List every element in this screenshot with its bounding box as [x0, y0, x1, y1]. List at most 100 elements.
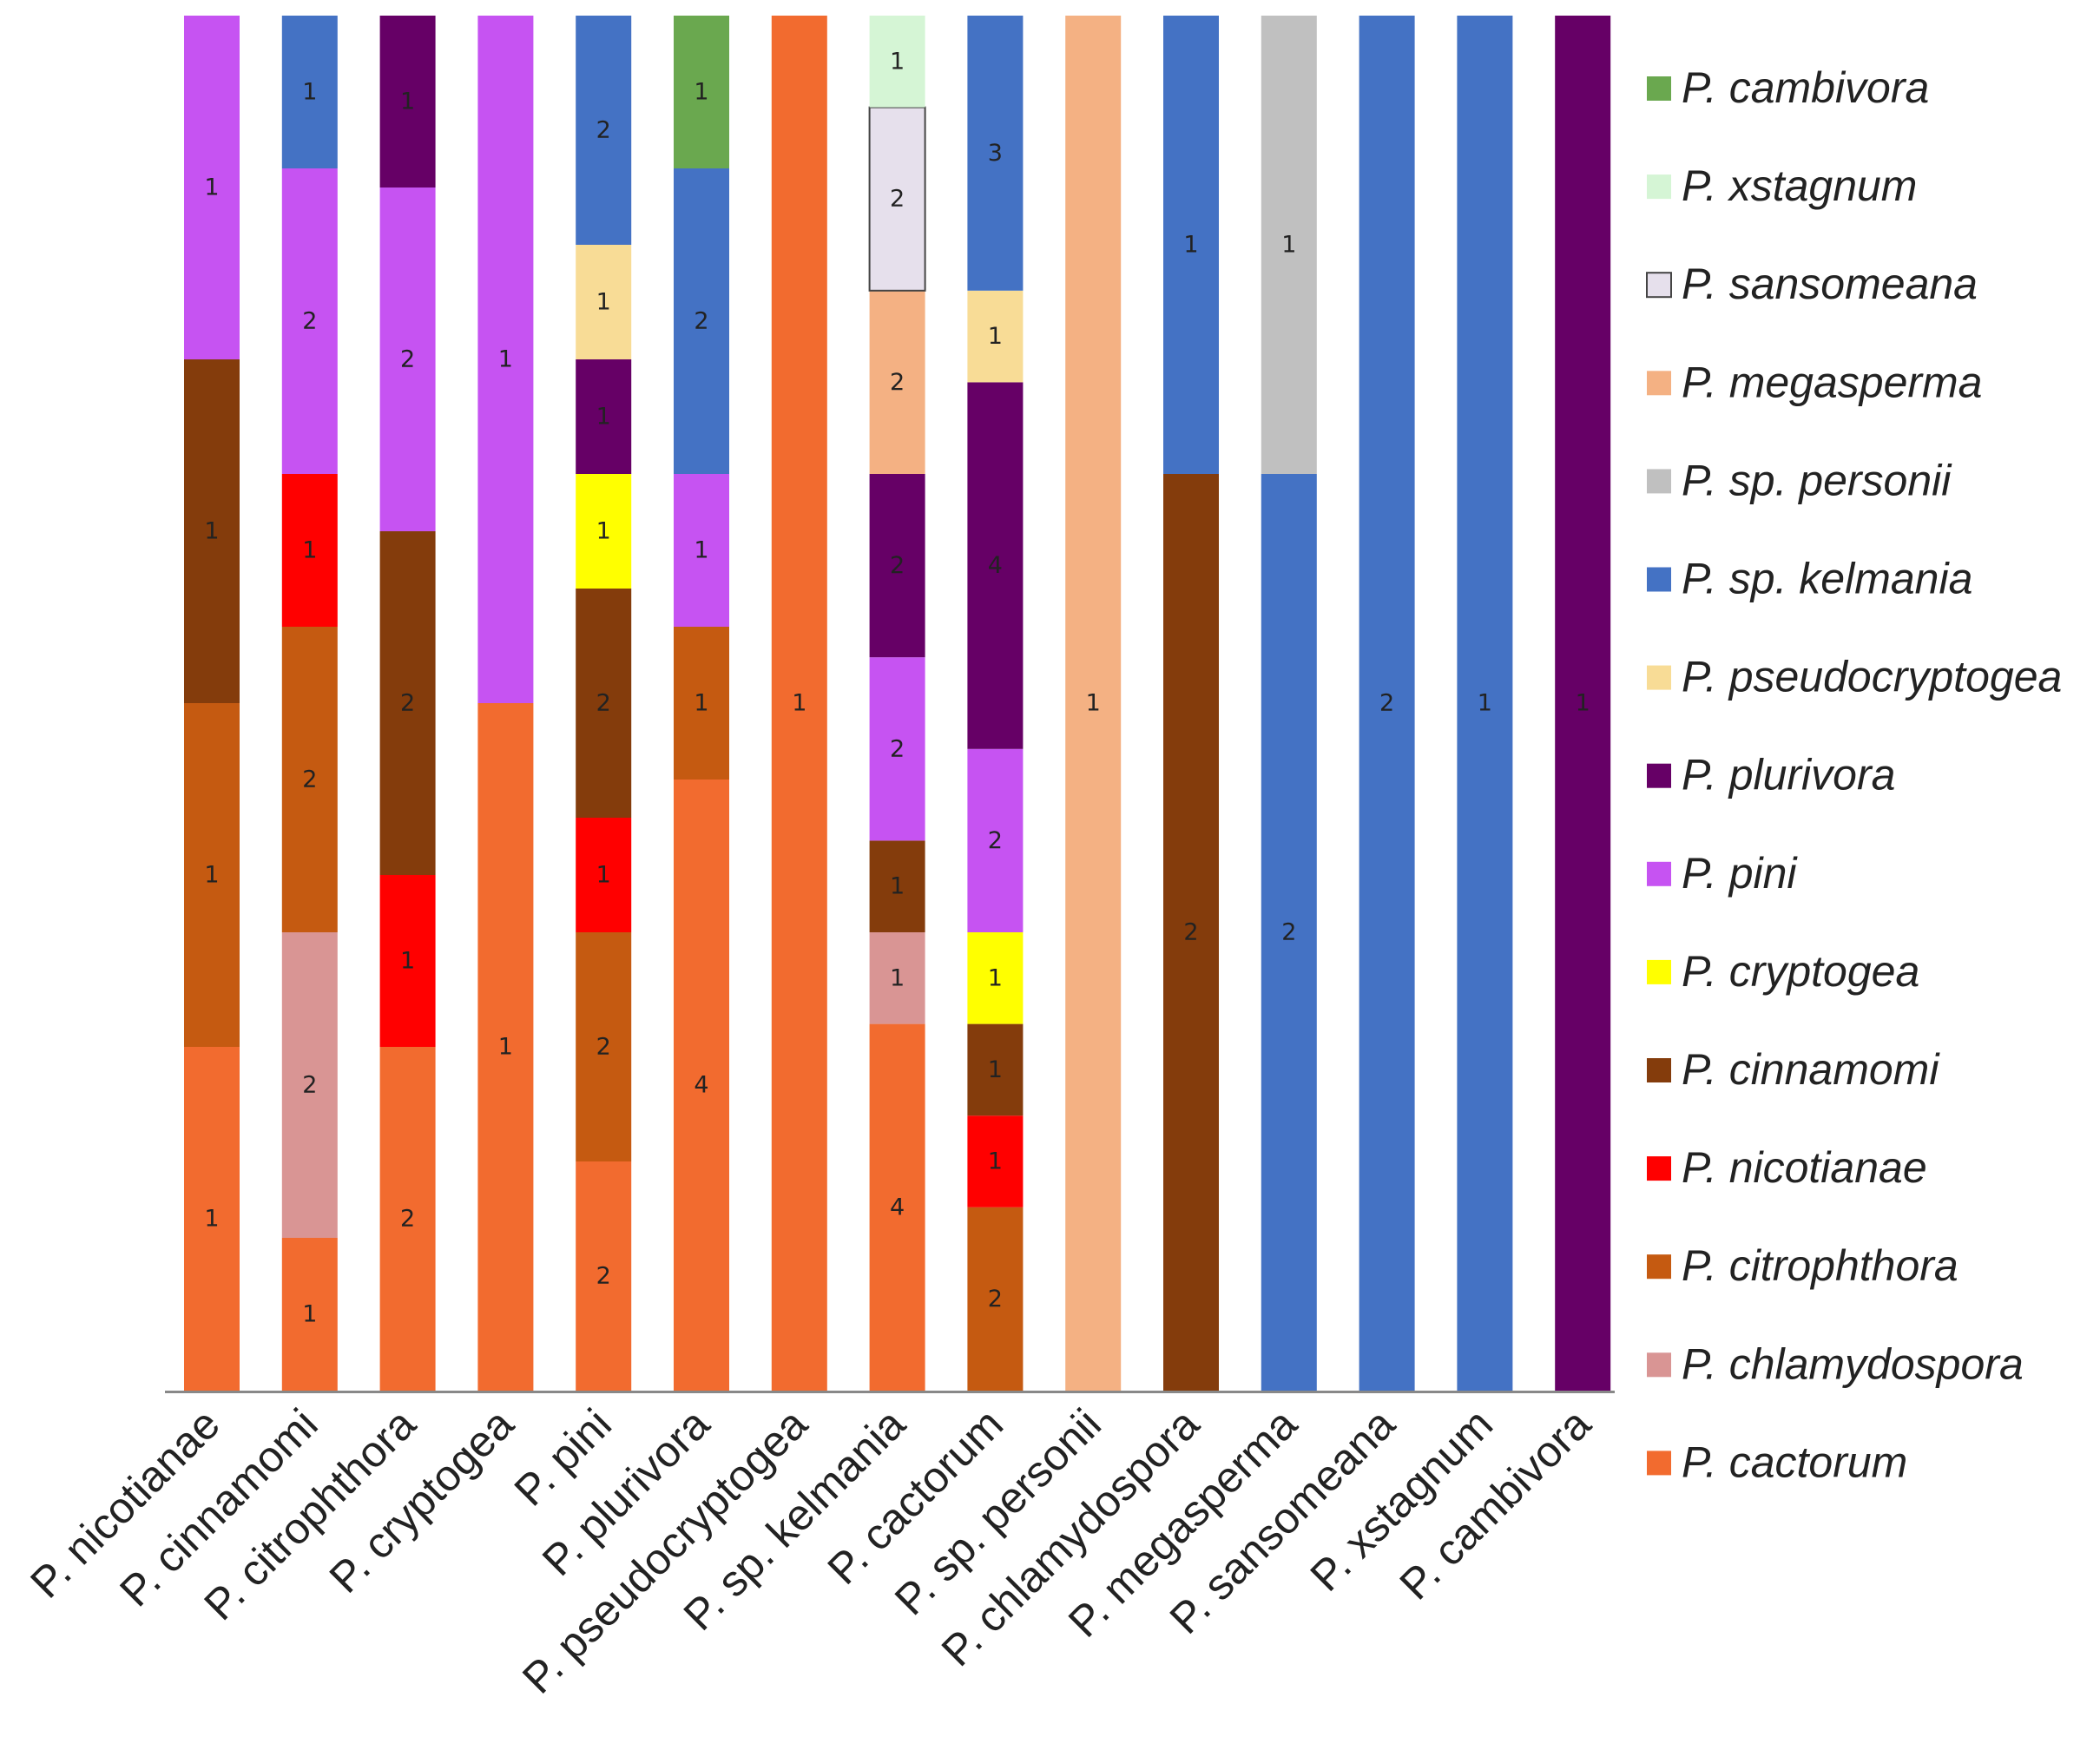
segment-value-label: 1: [890, 48, 905, 75]
legend-swatch-p-sansomeana: [1646, 272, 1672, 299]
bar-segment-p-sp-kelmania-p-chlamydospora: [869, 932, 925, 1024]
segment-value-label: 1: [1183, 232, 1198, 259]
bar-segment-p-pini-p-cryptogea: [576, 474, 632, 589]
legend-label-p-pini: P. pini: [1682, 849, 1798, 898]
segment-value-label: 2: [302, 308, 317, 335]
bar-segment-p-xstagnum-p-sp-kelmania: [1457, 16, 1513, 1391]
bar-segment-p-cryptogea-p-pini: [477, 16, 534, 703]
legend-swatch-p-megasperma: [1647, 371, 1671, 396]
legend-item-p-cactorum: P. cactorum: [1647, 1438, 1907, 1486]
segment-value-label: 1: [204, 518, 219, 545]
segment-value-label: 1: [890, 964, 905, 991]
bar-segment-p-pini-p-sp-kelmania: [576, 16, 632, 245]
legend-item-p-cryptogea: P. cryptogea: [1647, 947, 1919, 996]
bar-segment-p-pini-p-plurivora: [576, 359, 632, 474]
bar-segment-p-cinnamomi-p-sp-kelmania: [281, 16, 338, 168]
bar-segment-p-sp-kelmania-p-xstagnum: [869, 16, 925, 108]
bar-segment-p-citrophthora-p-cactorum: [379, 1047, 436, 1391]
bar-segment-p-sp-personii-p-megasperma: [1065, 16, 1122, 1391]
legend-label-p-sansomeana: P. sansomeana: [1682, 260, 1978, 308]
legend-label-p-nicotianae: P. nicotianae: [1682, 1143, 1927, 1192]
segment-value-label: 1: [596, 862, 611, 889]
segment-value-label: 1: [988, 323, 1003, 350]
bar-segment-p-sp-kelmania-p-plurivora: [869, 474, 925, 658]
legend-item-p-plurivora: P. plurivora: [1647, 751, 1895, 799]
segment-value-label: 1: [988, 1148, 1003, 1175]
bar-segment-p-cactorum-p-sp-kelmania: [967, 16, 1024, 291]
bar-segment-p-cactorum-p-plurivora: [967, 382, 1024, 749]
bar-segment-p-sp-kelmania-p-cactorum: [869, 1023, 925, 1391]
legend-item-p-pini: P. pini: [1647, 849, 1798, 898]
bar-segment-p-sp-kelmania-p-pini: [869, 657, 925, 841]
segment-value-label: 2: [890, 369, 905, 396]
bar-segment-p-sp-kelmania-p-sansomeana: [868, 106, 926, 292]
bar-segment-p-nicotianae-p-cactorum: [184, 1047, 240, 1391]
bar-segment-p-chlamydospora-p-sp-kelmania: [1163, 16, 1219, 474]
segment-value-label: 3: [988, 140, 1003, 167]
legend-label-p-sp-kelmania: P. sp. kelmania: [1682, 555, 1972, 603]
segment-value-label: 2: [890, 735, 905, 762]
segment-value-label: 1: [694, 690, 708, 717]
segment-value-label: 2: [988, 1286, 1003, 1312]
legend-item-p-xstagnum: P. xstagnum: [1647, 161, 1917, 210]
legend-swatch-p-cambivora: [1647, 76, 1671, 101]
bar-segment-p-megasperma-p-sp-kelmania: [1261, 474, 1317, 1391]
segment-value-label: 2: [400, 1206, 415, 1233]
bar-segment-p-cactorum-p-pini: [967, 748, 1024, 932]
segment-value-label: 1: [204, 1206, 219, 1233]
segment-value-label: 1: [988, 1056, 1003, 1083]
legend-item-p-sansomeana: P. sansomeana: [1646, 260, 1978, 308]
bar-segment-p-sp-kelmania-p-cinnamomi: [869, 840, 925, 932]
segment-value-label: 4: [988, 552, 1003, 579]
segment-value-label: 1: [204, 174, 219, 201]
legend-item-p-citrophthora: P. citrophthora: [1647, 1241, 1958, 1290]
bar-segment-p-cinnamomi-p-pini: [281, 168, 338, 474]
segment-value-label: 1: [792, 690, 806, 717]
segment-value-label: 2: [400, 346, 415, 373]
segment-value-label: 1: [694, 537, 708, 564]
bar-segment-p-cinnamomi-p-chlamydospora: [281, 932, 338, 1238]
legend-label-p-cactorum: P. cactorum: [1682, 1438, 1907, 1486]
legend-swatch-p-chlamydospora: [1647, 1352, 1671, 1378]
segment-value-label: 1: [890, 873, 905, 900]
segment-value-label: 2: [988, 827, 1003, 854]
bar-segment-p-nicotianae-p-cinnamomi: [184, 359, 240, 703]
segment-value-label: 1: [1576, 690, 1590, 717]
legend-label-p-xstagnum: P. xstagnum: [1682, 161, 1917, 210]
segment-value-label: 1: [694, 79, 708, 106]
segment-value-label: 1: [302, 537, 317, 564]
bar-segment-p-cinnamomi-p-citrophthora: [281, 627, 338, 932]
bars-layer: [184, 16, 1611, 1391]
segment-value-label: 1: [988, 964, 1003, 991]
legend-item-p-cinnamomi: P. cinnamomi: [1647, 1045, 1940, 1094]
segment-value-label: 2: [302, 766, 317, 793]
legend-item-p-cambivora: P. cambivora: [1647, 63, 1929, 112]
bar-segment-p-cactorum-p-citrophthora: [967, 1207, 1024, 1391]
segment-value-label: 1: [1281, 232, 1296, 259]
bar-segment-p-pini-p-citrophthora: [576, 932, 632, 1161]
segment-value-label: 1: [400, 89, 415, 115]
bar-segment-p-cinnamomi-p-nicotianae: [281, 474, 338, 627]
segment-value-label: 1: [498, 346, 513, 373]
segment-value-label: 2: [596, 117, 611, 144]
segment-value-label: 2: [596, 1034, 611, 1061]
bar-segment-p-cactorum-p-nicotianae: [967, 1115, 1024, 1207]
bar-segment-p-nicotianae-p-citrophthora: [184, 703, 240, 1047]
segment-value-label: 2: [400, 690, 415, 717]
bar-segment-p-plurivora-p-sp-kelmania: [674, 168, 729, 474]
legend-label-p-pseudocryptogea: P. pseudocryptogea: [1682, 653, 2062, 701]
legend-item-p-nicotianae: P. nicotianae: [1647, 1143, 1927, 1192]
bar-segment-p-citrophthora-p-pini: [379, 188, 436, 531]
legend-swatch-p-xstagnum: [1647, 174, 1671, 200]
bar-segment-p-cryptogea-p-cactorum: [477, 703, 534, 1391]
legend-label-p-citrophthora: P. citrophthora: [1682, 1241, 1958, 1290]
segment-value-label: 4: [890, 1194, 905, 1220]
segment-value-label: 2: [596, 690, 611, 717]
legend-label-p-cinnamomi: P. cinnamomi: [1682, 1045, 1940, 1094]
segment-value-label: 2: [1183, 919, 1198, 946]
bar-segment-p-plurivora-p-cactorum: [674, 780, 729, 1391]
legend-swatch-p-nicotianae: [1647, 1156, 1671, 1181]
bar-segment-p-pini-p-nicotianae: [576, 818, 632, 932]
